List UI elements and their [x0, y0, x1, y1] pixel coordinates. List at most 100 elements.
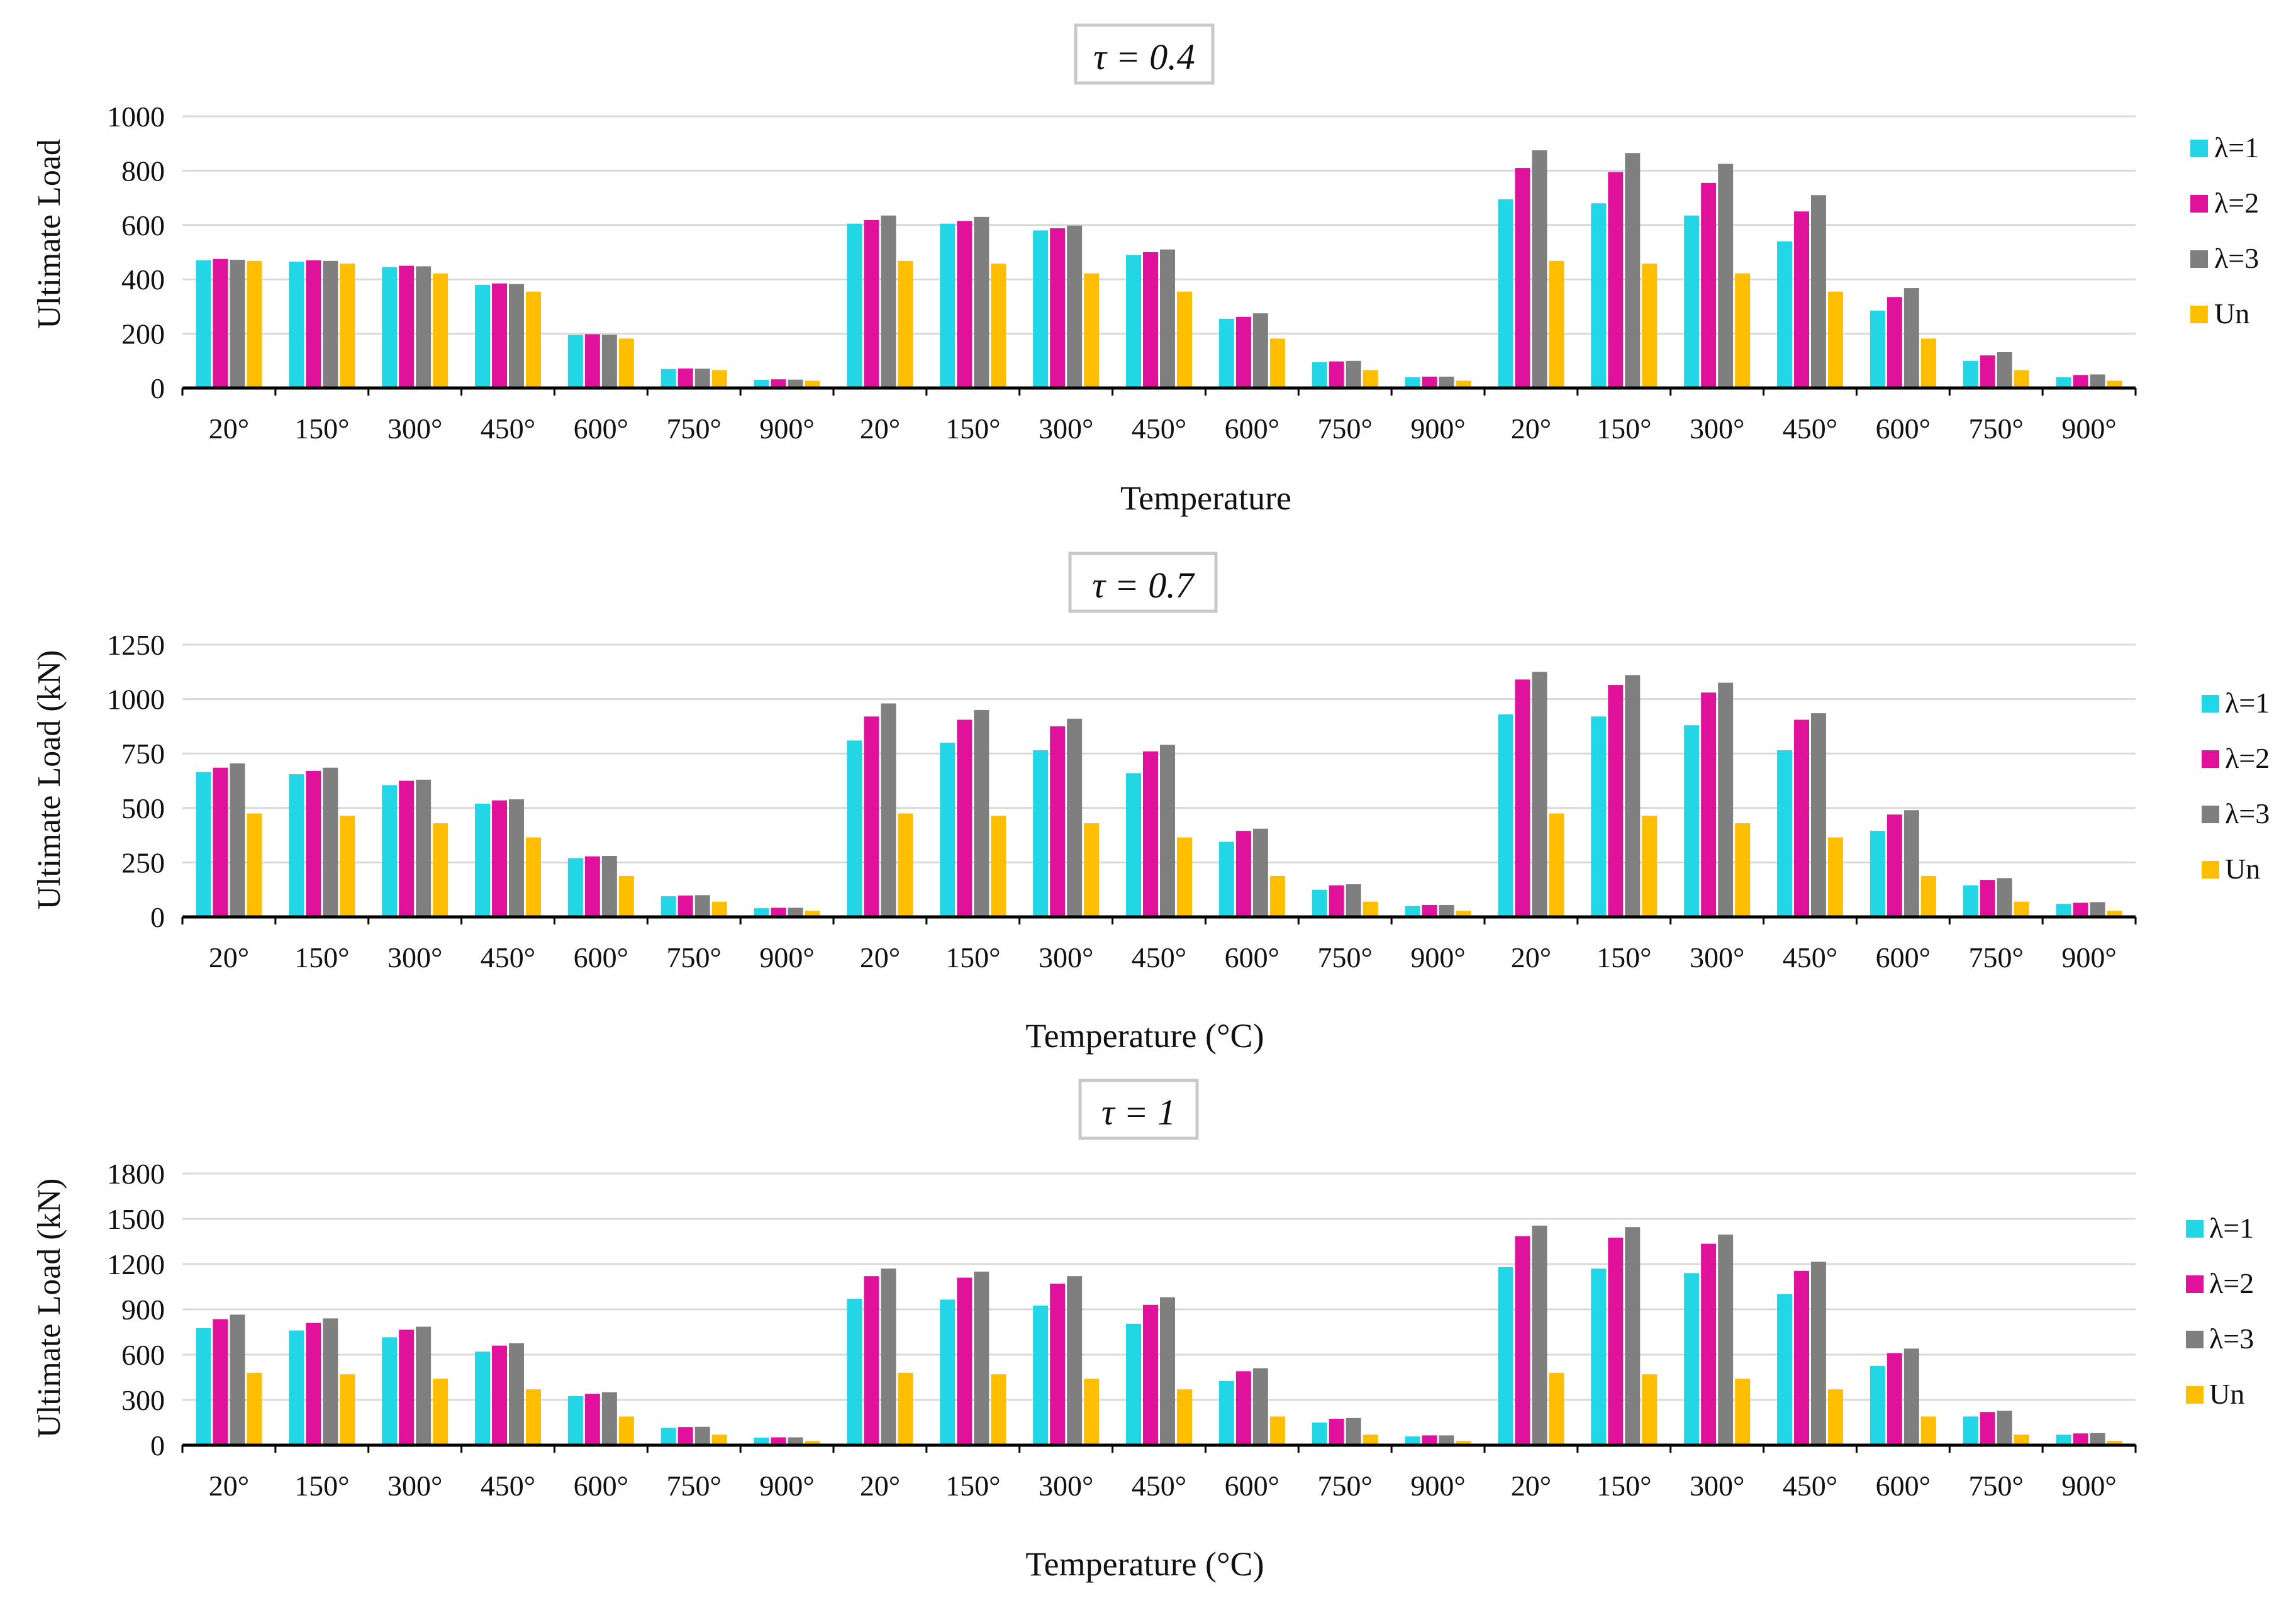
- bar-un: [711, 370, 727, 388]
- bar-lambda-1: [1498, 1267, 1513, 1445]
- legend-item-lambda-1: λ=1: [2190, 131, 2259, 164]
- bar-un: [1363, 1434, 1378, 1445]
- x-tick-label: 450°: [481, 941, 535, 974]
- bar-lambda-3: [1718, 682, 1734, 917]
- bar-un: [1735, 273, 1751, 388]
- bar-lambda-3: [1997, 352, 2012, 388]
- bar-lambda-1: [196, 772, 211, 917]
- bar-lambda-3: [1067, 225, 1083, 388]
- bar-lambda-2: [1886, 814, 1902, 917]
- bar-un: [340, 264, 355, 388]
- bar-lambda-3: [974, 1272, 989, 1445]
- bar-lambda-3: [416, 266, 432, 388]
- bar-lambda-2: [864, 1276, 879, 1445]
- bar-un: [1456, 1441, 1471, 1445]
- x-tick-label: 300°: [387, 941, 442, 974]
- bar-lambda-3: [323, 767, 338, 917]
- bar-un: [805, 911, 820, 917]
- legend: λ=1 λ=2 λ=3 Un: [2190, 131, 2259, 330]
- bar-un: [1920, 338, 1936, 388]
- x-tick-label: 750°: [1969, 1470, 2024, 1502]
- x-tick-label: 300°: [1690, 1470, 1744, 1502]
- bar-lambda-3: [1160, 745, 1175, 917]
- legend-label-lambda-2: λ=2: [2214, 187, 2259, 219]
- legend-label-lambda-1: λ=1: [2225, 687, 2270, 719]
- bar-lambda-1: [754, 380, 769, 388]
- legend-swatch-un: [2190, 306, 2208, 323]
- y-tick-label: 1800: [107, 1158, 165, 1190]
- x-tick-label: 300°: [1039, 941, 1093, 974]
- bar-lambda-1: [567, 1396, 583, 1445]
- legend-swatch-lambda-3: [2186, 1331, 2204, 1348]
- x-tick-labels: 20° 150° 300° 450° 600° 750° 900° 20° 150° 300° 45…: [209, 1470, 2117, 1502]
- bar-lambda-2: [864, 220, 879, 388]
- bar-lambda-1: [1126, 773, 1141, 917]
- x-tick-label: 900°: [1410, 413, 1465, 445]
- bar-un: [2014, 901, 2029, 917]
- bar-lambda-3: [1811, 1262, 1826, 1445]
- x-axis-label: Temperature: [1120, 479, 1291, 517]
- bar-lambda-3: [1067, 1276, 1083, 1445]
- bar-lambda-3: [1903, 810, 1919, 917]
- bar-lambda-2: [1608, 1238, 1624, 1445]
- x-tick-label: 600°: [1225, 413, 1279, 445]
- bar-lambda-3: [601, 1392, 617, 1445]
- x-tick-label: 450°: [1132, 941, 1186, 974]
- bar-lambda-2: [399, 265, 415, 388]
- bar-lambda-2: [213, 258, 228, 388]
- bar-lambda-2: [957, 1277, 972, 1445]
- bar-lambda-3: [1252, 828, 1268, 917]
- bar-lambda-2: [771, 1437, 786, 1445]
- bar-lambda-3: [1903, 1348, 1919, 1445]
- bar-un: [2014, 1434, 2029, 1445]
- bar-un: [1084, 273, 1100, 388]
- bar-un: [1177, 1389, 1192, 1445]
- bar-lambda-1: [1218, 841, 1234, 917]
- bar-lambda-3: [788, 379, 803, 388]
- bar-lambda-3: [1067, 718, 1083, 917]
- bar-lambda-2: [1050, 1284, 1066, 1445]
- y-tick-label: 500: [121, 792, 165, 824]
- bar-lambda-2: [1235, 316, 1251, 388]
- bar-lambda-2: [306, 770, 321, 917]
- bar-lambda-3: [974, 216, 989, 388]
- bar-un: [711, 901, 727, 917]
- bar-lambda-1: [1684, 215, 1700, 388]
- bar-un: [1920, 875, 1936, 917]
- x-tick-label: 750°: [667, 1470, 722, 1502]
- bar-lambda-3: [881, 215, 896, 388]
- bar-lambda-1: [1218, 318, 1234, 388]
- bar-lambda-2: [1422, 904, 1437, 917]
- bar-lambda-1: [1405, 1436, 1420, 1445]
- bar-lambda-2: [1235, 831, 1251, 917]
- x-ticks: [181, 1445, 2137, 1453]
- x-tick-label: 750°: [1318, 413, 1373, 445]
- x-tick-label: 900°: [1410, 1470, 1465, 1502]
- bar-un: [1269, 338, 1285, 388]
- bar-lambda-2: [584, 334, 600, 388]
- chart-title: τ = 0.4: [1093, 36, 1195, 77]
- bar-un: [1269, 1416, 1285, 1445]
- legend-label-un: Un: [2209, 1378, 2244, 1410]
- bar-lambda-2: [1329, 885, 1344, 917]
- x-tick-label: 150°: [294, 941, 349, 974]
- bar-lambda-3: [1346, 1418, 1361, 1445]
- y-axis-label: Ultimate Load: [31, 139, 67, 329]
- x-tick-label: 900°: [2061, 1470, 2116, 1502]
- bar-un: [2014, 370, 2029, 388]
- bar-lambda-2: [677, 1427, 693, 1445]
- legend-item-un: Un: [2190, 297, 2249, 330]
- x-tick-label: 20°: [860, 941, 900, 974]
- chart-title: τ = 0.7: [1092, 565, 1195, 606]
- x-ticks: [181, 388, 2137, 396]
- bar-un: [2107, 380, 2122, 388]
- bar-lambda-1: [1312, 1423, 1327, 1445]
- bar-lambda-1: [289, 774, 304, 917]
- bar-lambda-3: [1160, 1297, 1175, 1445]
- x-tick-label: 900°: [759, 941, 814, 974]
- bar-lambda-1: [289, 262, 304, 388]
- bar-lambda-1: [1218, 1381, 1234, 1445]
- chart-title-box: [1078, 1079, 1199, 1140]
- x-tick-label: 900°: [759, 1470, 814, 1502]
- bar-un: [711, 1434, 727, 1445]
